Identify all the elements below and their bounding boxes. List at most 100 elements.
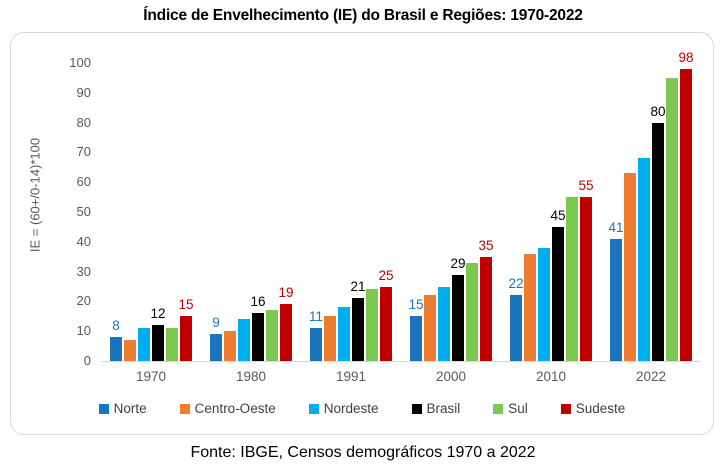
x-tick-label: 2000 [435, 369, 467, 384]
bar-norte-1980: 9 [210, 63, 222, 361]
bar-rect [138, 328, 150, 361]
bar-value-label: 22 [508, 276, 524, 292]
bar-sudeste-1970: 15 [178, 63, 194, 361]
bar-centro-oeste-1970 [124, 63, 136, 361]
bar-sul-2022 [666, 63, 678, 361]
bar-rect [224, 331, 236, 361]
bar-sul-2010 [566, 63, 578, 361]
y-tick-label: 10 [76, 323, 91, 339]
bar-rect [166, 328, 178, 361]
bar-value-label: 98 [678, 49, 694, 65]
bar-brasil-1980: 16 [250, 63, 266, 361]
bar-rect [652, 122, 664, 361]
legend-swatch [308, 403, 319, 414]
bar-rect [280, 304, 292, 361]
bar-value-label: 19 [278, 285, 294, 301]
x-tick-label: 1991 [335, 369, 367, 384]
bar-rect [410, 316, 422, 361]
x-tick-label: 1980 [235, 369, 267, 384]
bar-value-label: 25 [378, 267, 394, 283]
bar-sul-1991 [366, 63, 378, 361]
bar-rect [324, 316, 336, 361]
bar-value-label: 45 [550, 207, 566, 223]
chart-card: IE = (60+/0-14)*100 0 10 20 30 40 50 60 70 80 90 1… [10, 32, 714, 435]
bar-brasil-2000: 29 [450, 63, 466, 361]
bar-centro-oeste-2022 [624, 63, 636, 361]
bar-brasil-2010: 45 [550, 63, 566, 361]
y-tick-label: 60 [76, 174, 91, 190]
bar-rect [552, 226, 564, 361]
y-tick-label: 40 [76, 233, 91, 249]
bar-rect [210, 334, 222, 361]
plot-area: 8 12 15 9 16 19 11 21 25 15 29 35 22 45 55 41 80 98 [101, 50, 701, 362]
bar-rect [152, 325, 164, 361]
x-tick-label: 2010 [535, 369, 567, 384]
bar-group-2022: 41 80 98 [601, 50, 701, 361]
bar-rect [452, 274, 464, 361]
legend-swatch [560, 403, 571, 414]
legend-item-norte: Norte [98, 401, 147, 416]
y-tick-label: 20 [76, 293, 91, 309]
bar-rect [580, 197, 592, 361]
bar-value-label: 11 [308, 309, 324, 325]
bar-brasil-1991: 21 [350, 63, 366, 361]
bar-value-label: 35 [478, 237, 494, 253]
bar-value-label: 8 [112, 318, 120, 334]
bar-rect [538, 247, 550, 361]
bar-nordeste-2000 [438, 63, 450, 361]
bar-group-2000: 15 29 35 [401, 63, 501, 361]
y-tick-label: 100 [69, 55, 91, 70]
bar-rect [666, 77, 678, 361]
source-note: Fonte: IBGE, Censos demográficos 1970 a … [190, 444, 536, 461]
bar-value-label: 55 [578, 178, 594, 194]
bar-value-label: 9 [212, 315, 220, 331]
bar-sudeste-2010: 55 [578, 63, 594, 361]
legend-item-sul: Sul [493, 401, 528, 416]
legend-item-nordeste: Nordeste [308, 401, 379, 416]
bar-sul-1980 [266, 63, 278, 361]
bar-sul-1970 [166, 63, 178, 361]
bar-rect [466, 262, 478, 361]
bar-value-label: 15 [178, 297, 194, 313]
bar-nordeste-1970 [138, 63, 150, 361]
bar-rect [310, 328, 322, 361]
y-tick-label: 70 [76, 144, 91, 160]
bar-rect [124, 340, 136, 361]
bar-nordeste-1991 [338, 63, 350, 361]
bar-sudeste-1991: 25 [378, 63, 394, 361]
legend-swatch [411, 403, 422, 414]
bar-rect [338, 307, 350, 361]
bar-rect [252, 313, 264, 361]
bar-rect [366, 289, 378, 361]
legend-swatch [179, 403, 190, 414]
chart-title: Índice de Envelhecimento (IE) do Brasil … [143, 7, 583, 24]
bar-sudeste-2022: 98 [678, 50, 694, 361]
bar-rect [266, 310, 278, 361]
bar-rect [238, 319, 250, 361]
y-tick-label: 50 [76, 204, 91, 219]
y-tick-label: 80 [76, 114, 91, 130]
bar-value-label: 12 [150, 306, 166, 322]
y-tick-label: 0 [83, 353, 91, 368]
bar-centro-oeste-2010 [524, 63, 536, 361]
bar-value-label: 15 [408, 297, 424, 313]
bar-nordeste-2010 [538, 63, 550, 361]
bar-rect [380, 286, 392, 361]
bar-centro-oeste-1991 [324, 63, 336, 361]
bar-value-label: 80 [650, 103, 666, 119]
bar-rect [524, 253, 536, 361]
bar-norte-1991: 11 [308, 63, 324, 361]
bar-sudeste-1980: 19 [278, 63, 294, 361]
bar-rect [680, 68, 692, 361]
bar-value-label: 21 [350, 279, 366, 295]
bar-rect [438, 286, 450, 361]
bar-norte-2022: 41 [608, 63, 624, 361]
legend-label: Sul [508, 401, 528, 416]
legend-swatch [98, 403, 109, 414]
legend: Norte Centro-Oeste Nordeste Brasil Sul Sudest… [11, 401, 713, 416]
bar-centro-oeste-1980 [224, 63, 236, 361]
y-axis-title: IE = (60+/0-14)*100 [27, 137, 43, 253]
bar-rect [180, 316, 192, 361]
bar-rect [566, 197, 578, 361]
legend-label: Nordeste [323, 401, 379, 416]
